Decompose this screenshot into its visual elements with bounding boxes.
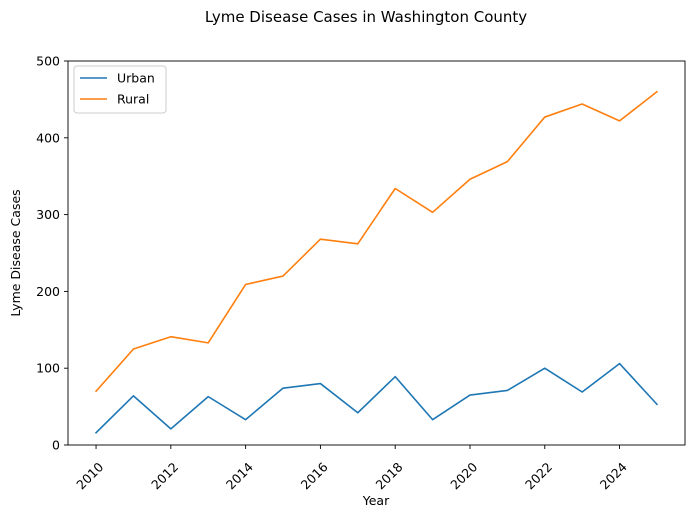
x-tick-label: 2024	[597, 459, 630, 492]
plot-frame	[67, 60, 686, 446]
x-tick-label: 2014	[223, 459, 256, 492]
y-axis-title: Lyme Disease Cases	[8, 189, 23, 316]
series-layer	[94, 90, 659, 434]
legend-label-urban: Urban	[117, 71, 155, 86]
plot-area	[67, 60, 686, 446]
series-line-rural	[94, 90, 659, 393]
x-tick-label: 2020	[447, 459, 480, 492]
x-tick-label: 2022	[522, 459, 555, 492]
x-tick-label: 2010	[73, 459, 106, 492]
y-tick-label: 500	[36, 54, 60, 69]
x-axis-title: Year	[362, 493, 390, 508]
x-tick-label: 2016	[298, 459, 331, 492]
legend: Urban Rural	[73, 65, 167, 114]
y-tick-label: 400	[36, 130, 60, 145]
y-tick-label: 0	[52, 438, 60, 453]
x-tick-label: 2012	[148, 459, 181, 492]
chart-title: Lyme Disease Cases in Washington County	[205, 8, 527, 26]
y-axis: 0 100 200 300 400 500	[36, 54, 68, 453]
y-tick-label: 100	[36, 361, 60, 376]
series-line-urban	[94, 362, 659, 434]
x-tick-label: 2018	[372, 459, 405, 492]
legend-label-rural: Rural	[117, 92, 149, 107]
x-axis: 2010 2012 2014 2016 2018 2020 2022 2024	[73, 445, 630, 492]
y-tick-label: 300	[36, 207, 60, 222]
y-tick-label: 200	[36, 284, 60, 299]
